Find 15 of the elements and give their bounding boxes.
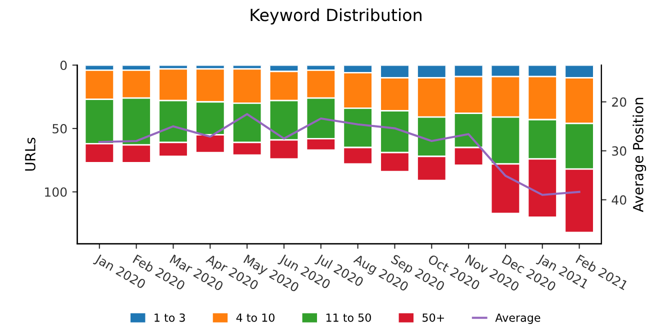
chart-title: Keyword Distribution: [250, 8, 422, 24]
line-series: [98, 113, 580, 196]
y-tick-label: 0: [60, 60, 67, 70]
legend-label: 11 to 50: [326, 313, 371, 322]
y2-tick-label: 30: [612, 146, 626, 156]
y-tick-label: 50: [52, 124, 67, 134]
y2-tick-label: 40: [612, 195, 626, 205]
legend-label: 4 to 10: [236, 313, 274, 322]
legend-label: 50+: [422, 313, 444, 322]
y2-axis-title: Average Position: [632, 98, 646, 212]
y-tick-label: 100: [45, 187, 67, 197]
legend-label: 1 to 3: [154, 313, 185, 322]
y-axis-title: URLs: [25, 138, 36, 171]
y2-tick-label: 20: [612, 97, 626, 107]
legend-label: Average: [495, 314, 540, 324]
